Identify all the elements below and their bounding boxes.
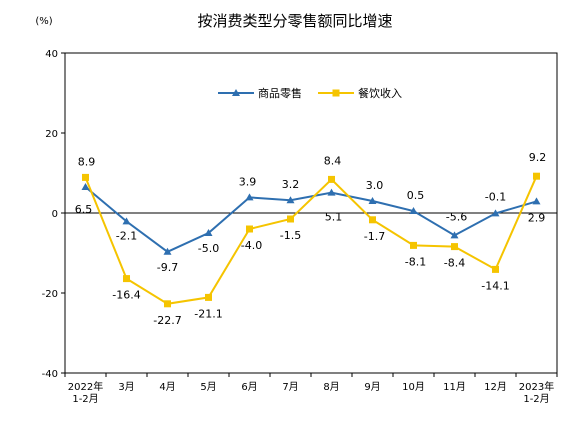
y-tick-label: 40 (45, 49, 58, 60)
data-label: -1.5 (280, 229, 301, 242)
data-point (204, 229, 213, 236)
data-label: 6.5 (75, 203, 93, 216)
x-tick-label: 8月 (323, 381, 339, 393)
data-point (122, 217, 131, 225)
y-axis: 40 20 0 -20 -40 (42, 49, 65, 380)
x-tick-label: 11月 (443, 381, 466, 393)
data-point (245, 193, 254, 201)
legend-label: 商品零售 (258, 86, 302, 100)
data-label: 2.9 (528, 211, 546, 224)
legend-marker (232, 89, 240, 96)
legend-item: 商品零售 (218, 86, 302, 100)
series-line (84, 175, 538, 305)
data-label: 3.2 (282, 178, 300, 191)
data-label: -5.6 (446, 210, 467, 223)
data-label: -8.4 (444, 257, 465, 270)
x-tick-label: 1-2月 (523, 393, 549, 405)
data-label: -4.0 (241, 239, 262, 252)
series-layer: 6.5 -2.1 -9.7 -5.0 3.9 3.2 5.1 3.0 0.5 -5.6 -0.1 2.… (75, 151, 547, 327)
data-point (81, 183, 90, 190)
data-point (287, 215, 294, 223)
x-tick-label: 4月 (159, 381, 175, 393)
data-label: -22.7 (153, 314, 181, 327)
data-point (451, 243, 458, 251)
legend-label: 餐饮收入 (358, 86, 402, 100)
x-tick-label: 9月 (364, 381, 380, 393)
data-point (409, 207, 418, 214)
data-label: -9.7 (157, 261, 178, 274)
data-label: 3.0 (366, 179, 384, 192)
data-label: -16.4 (112, 289, 140, 302)
data-label: -5.0 (198, 242, 219, 255)
x-tick-label: 7月 (282, 381, 298, 393)
data-label: -8.1 (405, 255, 426, 268)
chart-title: 按消费类型分零售额同比增速 (197, 12, 392, 30)
data-point (123, 275, 130, 283)
data-point (327, 188, 336, 196)
data-label: -2.1 (116, 229, 137, 242)
x-tick-label: 2022年 (68, 380, 103, 393)
x-tick-label: 3月 (118, 381, 134, 393)
data-point (328, 175, 335, 183)
data-point (410, 241, 417, 249)
y-tick-label: -20 (42, 289, 58, 300)
x-tick-label: 12月 (484, 381, 507, 393)
data-point (164, 300, 171, 308)
data-point (246, 225, 253, 233)
data-point (286, 196, 295, 204)
legend-marker (332, 89, 340, 97)
series-catering: 8.9 -16.4 -22.7 -21.1 -4.0 -1.5 8.4 -1.7 -8.1 -8.… (78, 151, 547, 327)
data-point (491, 209, 500, 217)
data-point (533, 172, 540, 180)
legend: 商品零售 餐饮收入 (218, 86, 402, 100)
x-tick-label: 10月 (402, 381, 425, 393)
x-tick-label: 6月 (241, 381, 257, 393)
y-unit-label: (%) (35, 16, 52, 27)
x-tick-label: 5月 (200, 381, 216, 393)
y-tick-label: 20 (45, 129, 58, 140)
data-point (369, 216, 376, 224)
data-point (82, 173, 89, 181)
data-label: -0.1 (485, 190, 506, 203)
x-tick-label: 1-2月 (72, 393, 98, 405)
data-point (532, 197, 541, 205)
data-label: 8.9 (78, 155, 96, 168)
series-line (84, 186, 537, 253)
y-tick-label: -40 (42, 369, 58, 380)
data-point (368, 197, 377, 204)
data-point (205, 293, 212, 301)
x-tick-label: 2023年 (519, 380, 554, 393)
data-point (163, 247, 172, 255)
legend-item: 餐饮收入 (318, 86, 402, 100)
data-label: 3.9 (239, 175, 257, 188)
data-label: -14.1 (481, 279, 509, 292)
data-point (492, 265, 499, 273)
data-label: 5.1 (325, 211, 343, 224)
data-label: 9.2 (529, 151, 547, 164)
data-label: 0.5 (407, 189, 425, 202)
series-retail: 6.5 -2.1 -9.7 -5.0 3.9 3.2 5.1 3.0 0.5 -5.6 -0.1 2.… (75, 175, 546, 273)
data-label: 8.4 (324, 154, 342, 167)
data-label: -21.1 (194, 307, 222, 320)
y-tick-label: 0 (52, 209, 58, 220)
data-label: -1.7 (364, 230, 385, 243)
data-point (450, 231, 459, 239)
